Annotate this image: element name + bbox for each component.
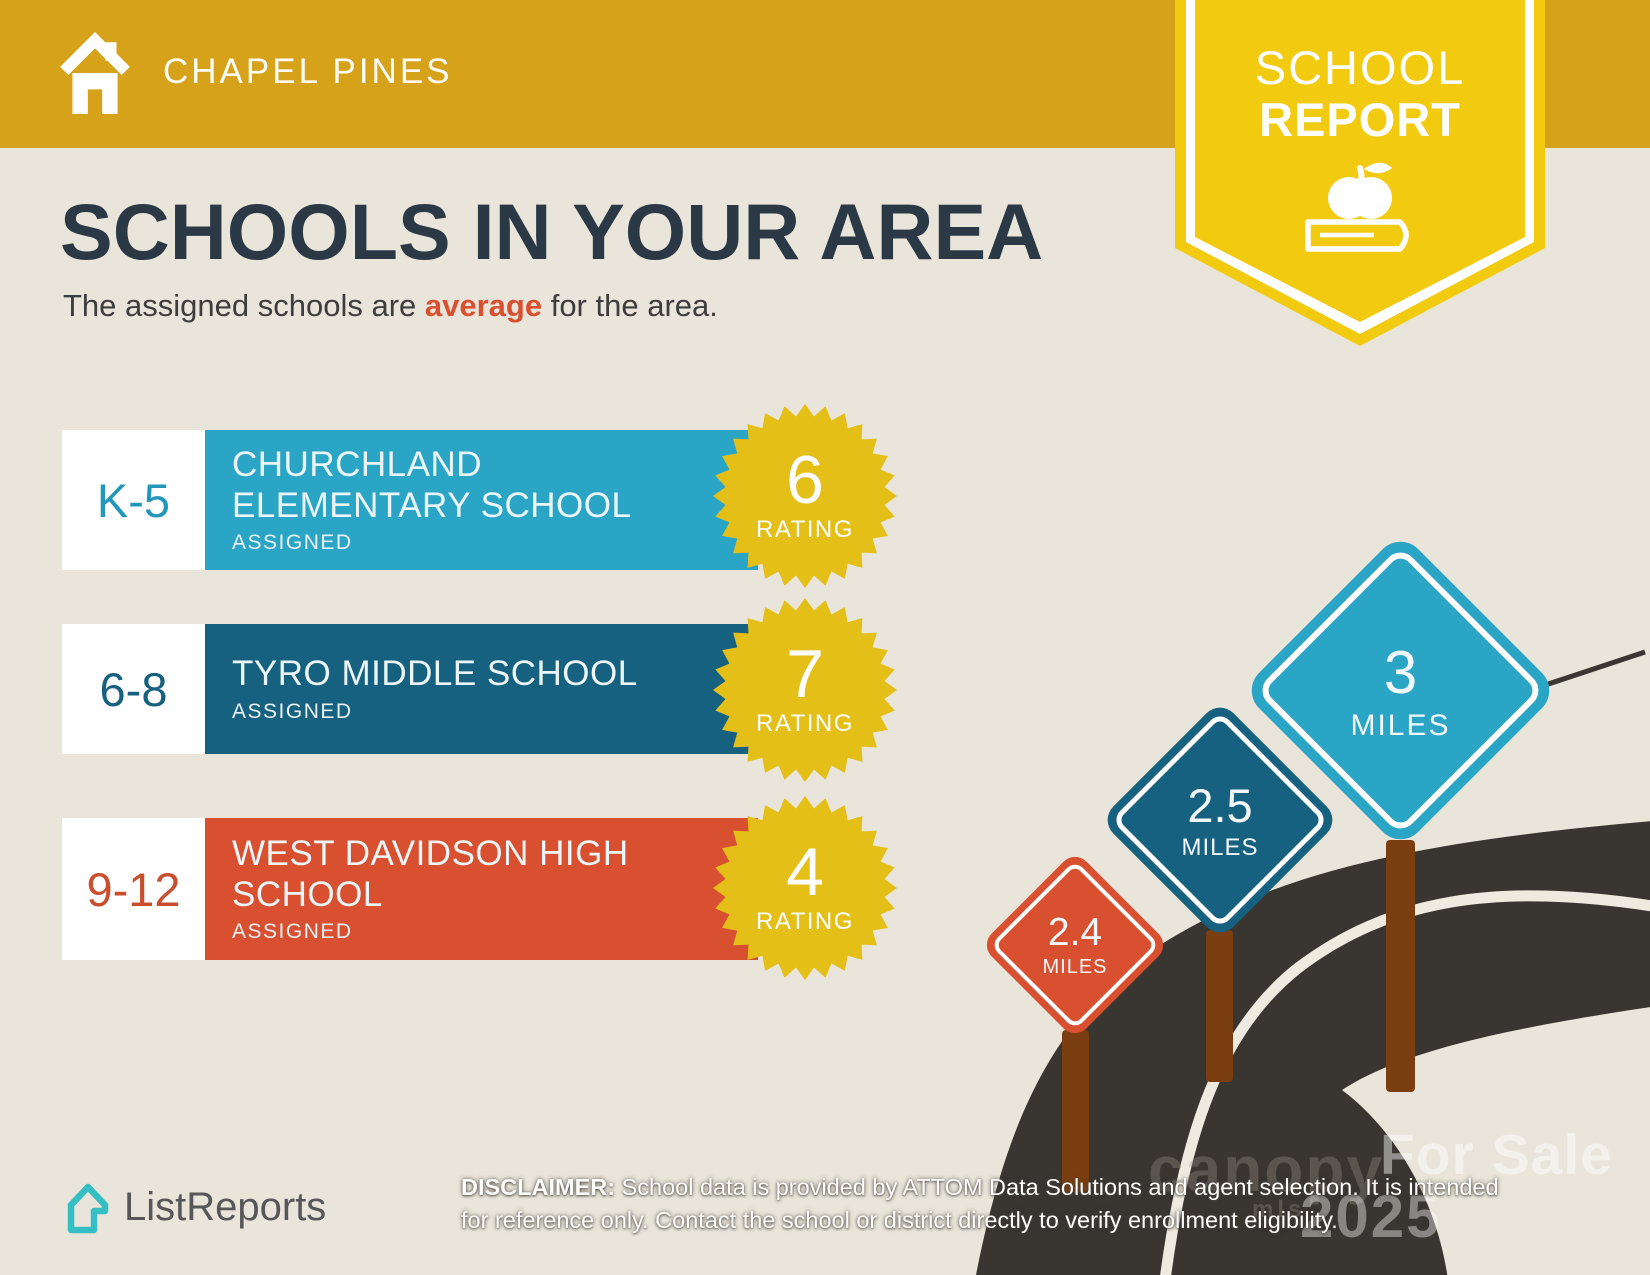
rating-value: 6	[786, 442, 824, 519]
distance-unit: MILES	[1181, 834, 1259, 861]
distance-value: 2.5	[1187, 779, 1253, 832]
rating-value: 4	[786, 834, 824, 911]
rating-badge-middle: 7 RATING	[712, 597, 898, 783]
home-icon	[60, 32, 130, 114]
school-row-middle: 6-8 TYRO MIDDLE SCHOOL ASSIGNED	[62, 624, 758, 754]
community-name: CHAPEL PINES	[163, 52, 453, 91]
school-name: WEST DAVIDSON HIGH SCHOOL	[232, 833, 629, 914]
distance-value: 3	[1383, 639, 1418, 706]
distance-value: 2.4	[1047, 911, 1103, 954]
school-bar: TYRO MIDDLE SCHOOL ASSIGNED	[205, 624, 758, 754]
sign-post	[1386, 840, 1415, 1092]
rating-label: RATING	[756, 907, 854, 935]
apple-book-icon	[1305, 162, 1409, 252]
school-report-ribbon: SCHOOL REPORT	[1175, 0, 1545, 350]
rating-badge-elementary: 6 RATING	[712, 403, 898, 589]
ribbon-title-school: SCHOOL	[1254, 41, 1466, 94]
school-name: CHURCHLAND ELEMENTARY SCHOOL	[232, 444, 632, 525]
assigned-label: ASSIGNED	[232, 699, 353, 723]
rating-label: RATING	[756, 709, 854, 737]
listreports-wordmark: ListReports	[124, 1184, 327, 1229]
grade-range-label: K-5	[62, 430, 205, 570]
road-shape	[976, 821, 1650, 1275]
sign-post	[1062, 1030, 1089, 1192]
rating-label: RATING	[756, 515, 854, 543]
road-center-line	[1160, 890, 1650, 1275]
school-row-elementary: K-5 CHURCHLAND ELEMENTARY SCHOOL ASSIGNE…	[62, 430, 758, 570]
school-name: TYRO MIDDLE SCHOOL	[232, 654, 638, 694]
assigned-label: ASSIGNED	[232, 920, 353, 944]
school-bar: WEST DAVIDSON HIGH SCHOOL ASSIGNED	[205, 818, 758, 960]
subtitle: The assigned schools are average for the…	[63, 288, 718, 323]
grade-range-label: 9-12	[62, 818, 205, 960]
ribbon-title-report: REPORT	[1259, 93, 1461, 146]
distance-sign-high: 3 MILES	[1241, 531, 1560, 850]
listreports-logo: ListReports	[64, 1180, 326, 1234]
rating-badge-high: 4 RATING	[712, 795, 898, 981]
school-row-high: 9-12 WEST DAVIDSON HIGH SCHOOL ASSIGNED	[62, 818, 758, 960]
page-title: SCHOOLS IN YOUR AREA	[60, 187, 1044, 276]
starburst-icon	[713, 796, 897, 980]
starburst-icon	[713, 598, 897, 782]
rating-value: 7	[786, 636, 824, 713]
school-bar: CHURCHLAND ELEMENTARY SCHOOL ASSIGNED	[205, 430, 758, 570]
grade-range-label: 6-8	[62, 624, 205, 754]
subtitle-highlight: average	[424, 288, 543, 323]
starburst-icon	[713, 404, 897, 588]
sign-post	[1206, 930, 1233, 1082]
distance-unit: MILES	[1042, 956, 1108, 978]
disclaimer-line-1: DISCLAIMER: School data is provided by A…	[461, 1174, 1499, 1200]
listreports-house-icon	[67, 1183, 109, 1234]
distance-unit: MILES	[1350, 709, 1451, 742]
assigned-label: ASSIGNED	[232, 531, 353, 555]
disclaimer-line-2: for reference only. Contact the school o…	[461, 1207, 1338, 1233]
